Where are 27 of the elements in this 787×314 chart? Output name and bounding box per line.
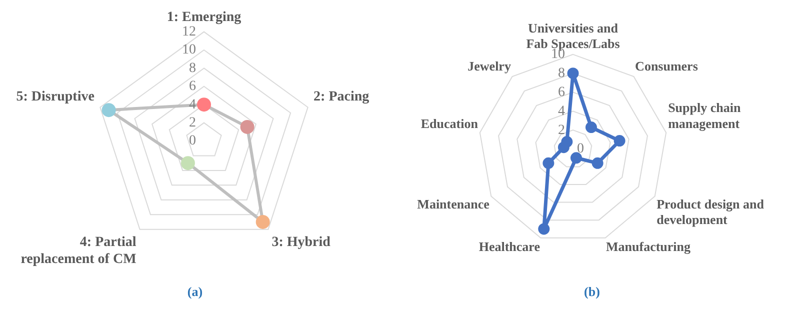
spoke-label: 4: Partial replacement of CM [20, 235, 136, 268]
y-tick-label: 2 [189, 115, 196, 130]
spoke-label: Supply chain management [668, 100, 742, 131]
spoke-label: Jewelry [468, 58, 512, 74]
spoke-label: Education [420, 116, 479, 131]
y-tick-label: 8 [189, 60, 196, 76]
spoke-label: 2: Pacing [314, 90, 370, 105]
spoke-label: 3: Hybrid [272, 235, 331, 250]
y-tick-label: 4 [189, 97, 196, 112]
text: (a) [186, 284, 204, 300]
y-tick-label: 12 [182, 24, 196, 40]
spoke-label: Product design and development [656, 196, 765, 228]
spoke-label: Consumers [635, 58, 698, 74]
spoke-label: Manufacturing [606, 238, 692, 254]
y-tick-label: 0 [577, 142, 584, 157]
spoke-label: Healthcare [478, 238, 540, 254]
y-tick-label: 6 [558, 84, 565, 100]
y-tick-label: 2 [558, 122, 565, 138]
y-tick-label: 4 [558, 104, 565, 119]
spoke-label: Maintenance [417, 196, 490, 212]
y-tick-label: 6 [189, 79, 196, 94]
spoke-label: 1: Emerging [166, 10, 242, 26]
spoke-label: 5: Disruptive [16, 90, 94, 105]
y-tick-label: 8 [558, 66, 565, 82]
y-tick-label: 0 [189, 134, 196, 149]
text: (b) [583, 284, 601, 300]
y-tick-label: 10 [182, 42, 196, 58]
